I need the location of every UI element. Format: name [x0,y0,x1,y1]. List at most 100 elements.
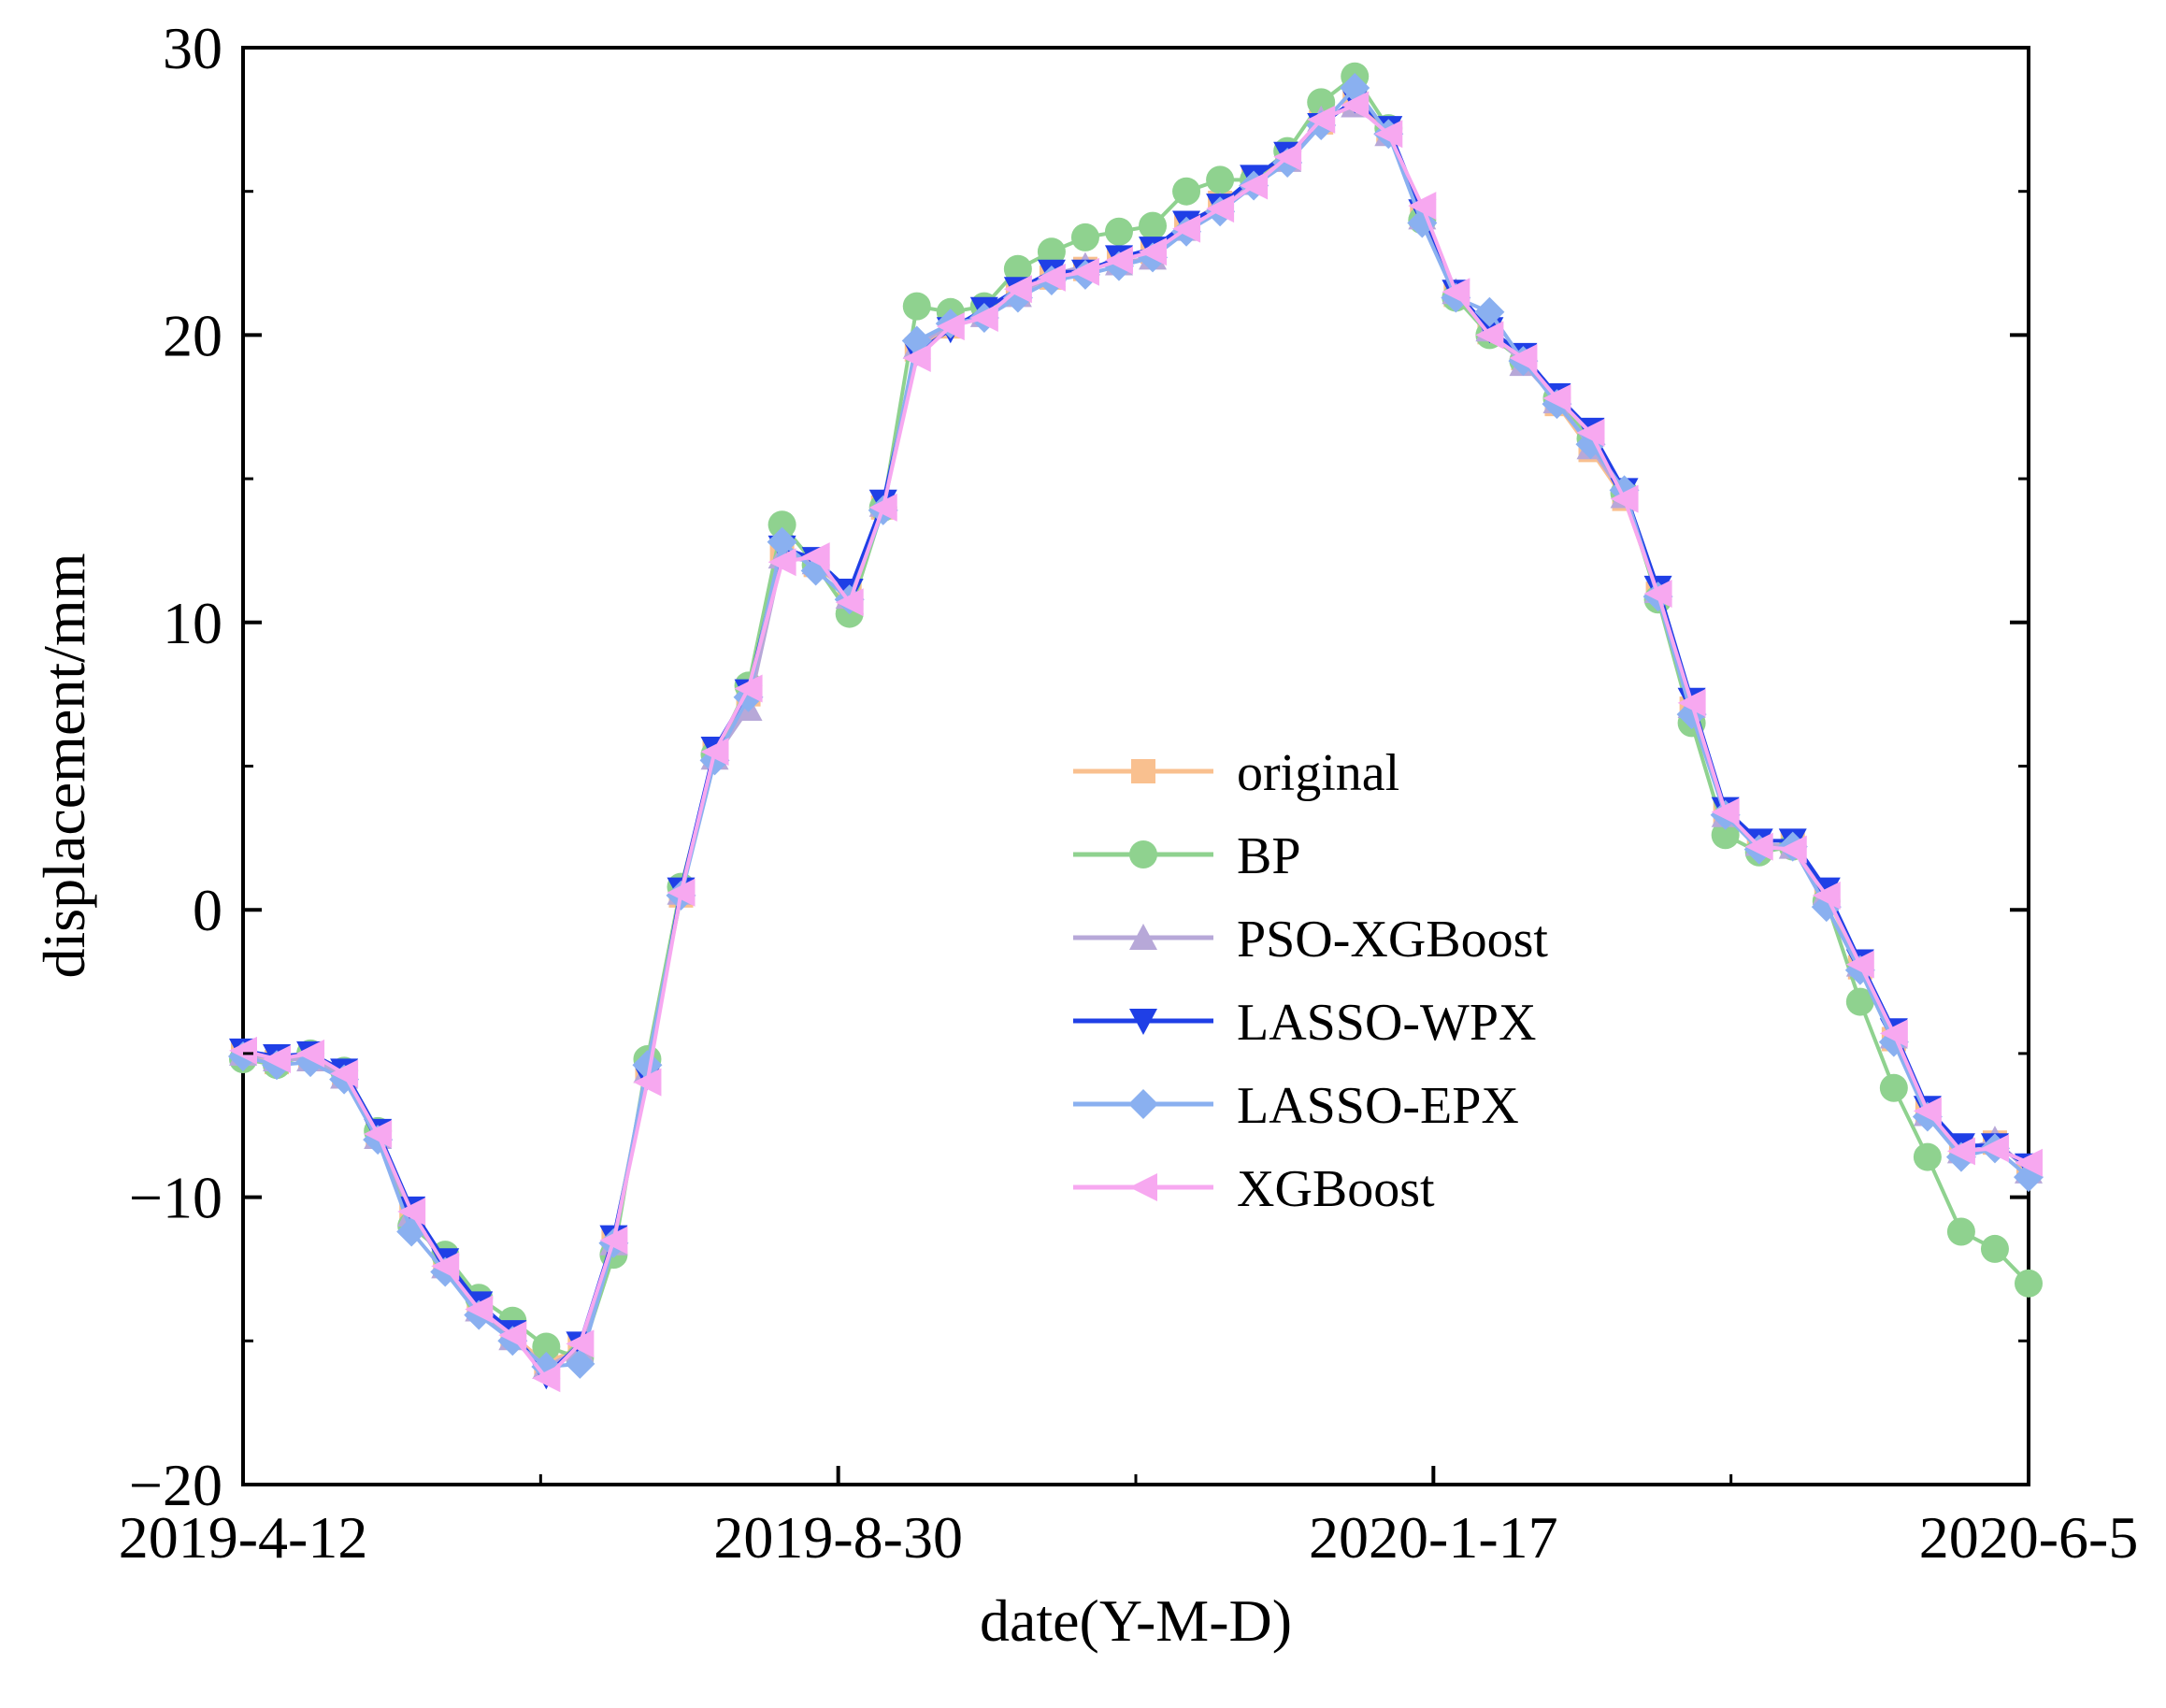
data-point-xgboost [767,548,796,577]
series-layer [228,62,2044,1393]
data-point-xgboost [566,1329,595,1358]
data-point-xgboost [868,493,897,522]
data-point-xgboost [263,1045,292,1074]
data-point-xgboost [1913,1097,1942,1126]
data-point-bp [1139,211,1168,240]
data-point-xgboost [1980,1134,2009,1163]
data-point-xgboost [1139,237,1168,266]
series-line-pso-xgboost [242,103,2030,1369]
data-point-xgboost [330,1059,359,1088]
legend-swatch-marker [1131,759,1155,783]
legend-label: original [1237,744,1399,802]
data-point-xgboost [1408,192,1437,221]
data-point-xgboost [734,674,763,703]
data-point-xgboost [397,1197,426,1226]
data-point-bp [1980,1234,2009,1263]
legend-item-pso-xgboost: PSO-XGBoost [1073,911,1548,969]
data-point-xgboost [1744,832,1773,861]
series-line-lasso-epx [242,86,2030,1369]
data-point-xgboost [599,1226,628,1255]
data-point-xgboost [465,1295,494,1324]
data-point-xgboost [1879,1019,1908,1048]
data-point-xgboost [969,303,998,332]
legend-item-original: original [1073,744,1399,802]
data-point-xgboost [1070,257,1099,286]
legend-item-lasso-wpx: LASSO-WPX [1073,994,1536,1052]
data-point-bp [2015,1269,2043,1298]
data-point-xgboost [532,1364,561,1393]
data-point-bp [1206,165,1235,194]
data-point-bp [1070,222,1099,251]
data-point-xgboost [1172,214,1201,243]
series-line-original [242,100,2030,1366]
data-point-xgboost [1240,171,1269,200]
plot-area: −20 −10 0 10 20 30 2019-4-12 2019-8-30 2020-1-17… [119,15,2139,1571]
data-point-bp [1845,987,1874,1016]
series-line-bp [242,74,2030,1360]
data-point-xgboost [1542,384,1571,413]
data-point-xgboost [902,343,931,372]
data-point-xgboost [1104,246,1133,275]
data-point-xgboost [1677,688,1706,717]
tick-layer: −20 −10 0 10 20 30 2019-4-12 2019-8-30 2020-1-17… [119,15,2139,1571]
data-point-xgboost [1307,105,1336,134]
data-point-xgboost [700,738,729,767]
data-point-xgboost [2015,1148,2043,1177]
x-axis-title: date(Y-M-D) [980,1587,1292,1654]
y-axis-title: displacement/mm [31,553,97,979]
series-original [231,90,2041,1376]
legend-item-bp: BP [1073,827,1301,885]
data-point-xgboost [229,1036,257,1065]
data-point-xgboost [667,878,696,907]
data-point-xgboost [1475,321,1504,350]
data-point-bp [1879,1073,1908,1102]
data-point-lasso-epx [1474,296,1505,327]
y-tick-label: 0 [193,877,222,943]
x-tick-label: 2020-6-5 [1919,1504,2139,1571]
data-point-xgboost [1610,484,1639,513]
y-tick-label: 10 [163,590,222,656]
data-point-xgboost [1273,142,1302,171]
data-point-xgboost [1576,418,1605,447]
data-point-bp [902,292,931,321]
data-point-xgboost [1711,797,1740,826]
y-tick-label: −20 [129,1452,222,1518]
data-point-bp [1172,177,1201,206]
legend-item-xgboost: XGBoost [1073,1160,1435,1218]
y-tick-label: −10 [129,1165,222,1231]
data-point-bp [1946,1217,1975,1246]
legend-swatch-marker [1129,840,1157,868]
data-point-lasso-epx [767,526,797,557]
x-tick-label: 2019-8-30 [713,1504,963,1571]
x-tick-label: 2019-4-12 [119,1504,368,1571]
data-point-bp [1913,1142,1942,1171]
series-lasso-wpx [229,87,2043,1390]
data-point-xgboost [1037,263,1066,292]
legend-swatch-marker [1128,1089,1158,1119]
data-point-xgboost [296,1039,325,1068]
legend-label: BP [1237,827,1301,885]
data-point-xgboost [431,1252,460,1281]
data-point-xgboost [1206,194,1235,223]
legend-label: XGBoost [1237,1160,1435,1218]
data-point-xgboost [801,542,830,571]
data-point-xgboost [364,1119,393,1148]
data-point-xgboost [1003,275,1032,304]
data-point-bp [1037,237,1066,266]
data-point-bp [1711,821,1740,850]
x-tick-label: 2020-1-17 [1309,1504,1558,1571]
data-point-bp [1003,254,1032,283]
data-point-xgboost [1643,580,1672,609]
data-point-xgboost [1845,950,1874,979]
data-point-bp [532,1332,561,1361]
data-point-xgboost [1374,120,1403,149]
legend: original BP PSO-XGBoost LASSO-WPX LASSO-EPX X… [1073,744,1548,1218]
data-point-lasso-epx [565,1348,595,1379]
legend-label: LASSO-WPX [1237,994,1536,1052]
data-point-xgboost [1509,343,1538,372]
data-point-xgboost [1341,91,1370,120]
legend-swatch-marker [1129,1173,1157,1201]
legend-label: LASSO-EPX [1237,1077,1519,1135]
y-tick-label: 20 [163,302,222,368]
